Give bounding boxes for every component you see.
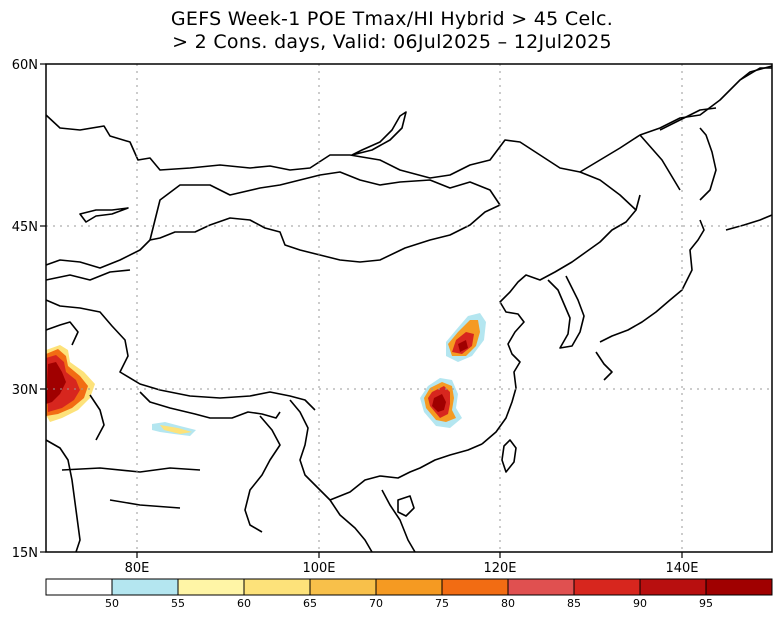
shade-china-north-95 <box>458 340 468 352</box>
colorbar-swatch <box>705 578 773 596</box>
colorbar-swatch <box>177 578 245 596</box>
map-title-line-1: GEFS Week-1 POE Tmax/HI Hybrid > 45 Celc… <box>170 8 614 30</box>
colorbar-swatch <box>111 578 179 596</box>
lon-label-140e: 140E <box>665 561 698 576</box>
colorbar-swatch <box>45 578 113 596</box>
lat-label-45n: 45N <box>12 220 38 235</box>
lon-label-120e: 120E <box>483 561 516 576</box>
colorbar-label: 65 <box>303 597 317 610</box>
colorbar-swatch <box>375 578 443 596</box>
lon-label-80e: 80E <box>125 561 150 576</box>
graticule <box>46 64 772 552</box>
colorbar-swatch <box>639 578 707 596</box>
colorbar-label: 80 <box>501 597 515 610</box>
colorbar-label: 70 <box>369 597 383 610</box>
colorbar-label: 85 <box>567 597 581 610</box>
colorbar-swatch <box>507 578 575 596</box>
lat-label-30n: 30N <box>12 383 38 398</box>
lon-label-100e: 100E <box>302 561 335 576</box>
map-frame <box>45 63 773 553</box>
country-borders <box>45 65 773 553</box>
lat-label-60n: 60N <box>12 58 38 73</box>
tick-marks <box>40 63 683 558</box>
colorbar-swatch <box>243 578 311 596</box>
colorbar: 50 55 60 65 70 75 80 85 90 95 <box>45 578 773 610</box>
colorbar-label: 75 <box>435 597 449 610</box>
colorbar-swatch <box>441 578 509 596</box>
map-title-line-2: > 2 Cons. days, Valid: 06Jul2025 – 12Jul… <box>172 31 612 53</box>
shade-china-south-95 <box>432 394 446 412</box>
colorbar-label: 90 <box>633 597 647 610</box>
lat-label-15n: 15N <box>12 546 38 561</box>
colorbar-label: 60 <box>237 597 251 610</box>
colorbar-swatch <box>309 578 377 596</box>
shade-pakistan-95 <box>46 362 66 404</box>
colorbar-label: 55 <box>171 597 185 610</box>
shade-nepal-inner <box>160 425 192 434</box>
colorbar-swatch <box>573 578 641 596</box>
colorbar-label: 50 <box>105 597 119 610</box>
colorbar-label: 95 <box>699 597 713 610</box>
probability-shading <box>46 313 486 436</box>
